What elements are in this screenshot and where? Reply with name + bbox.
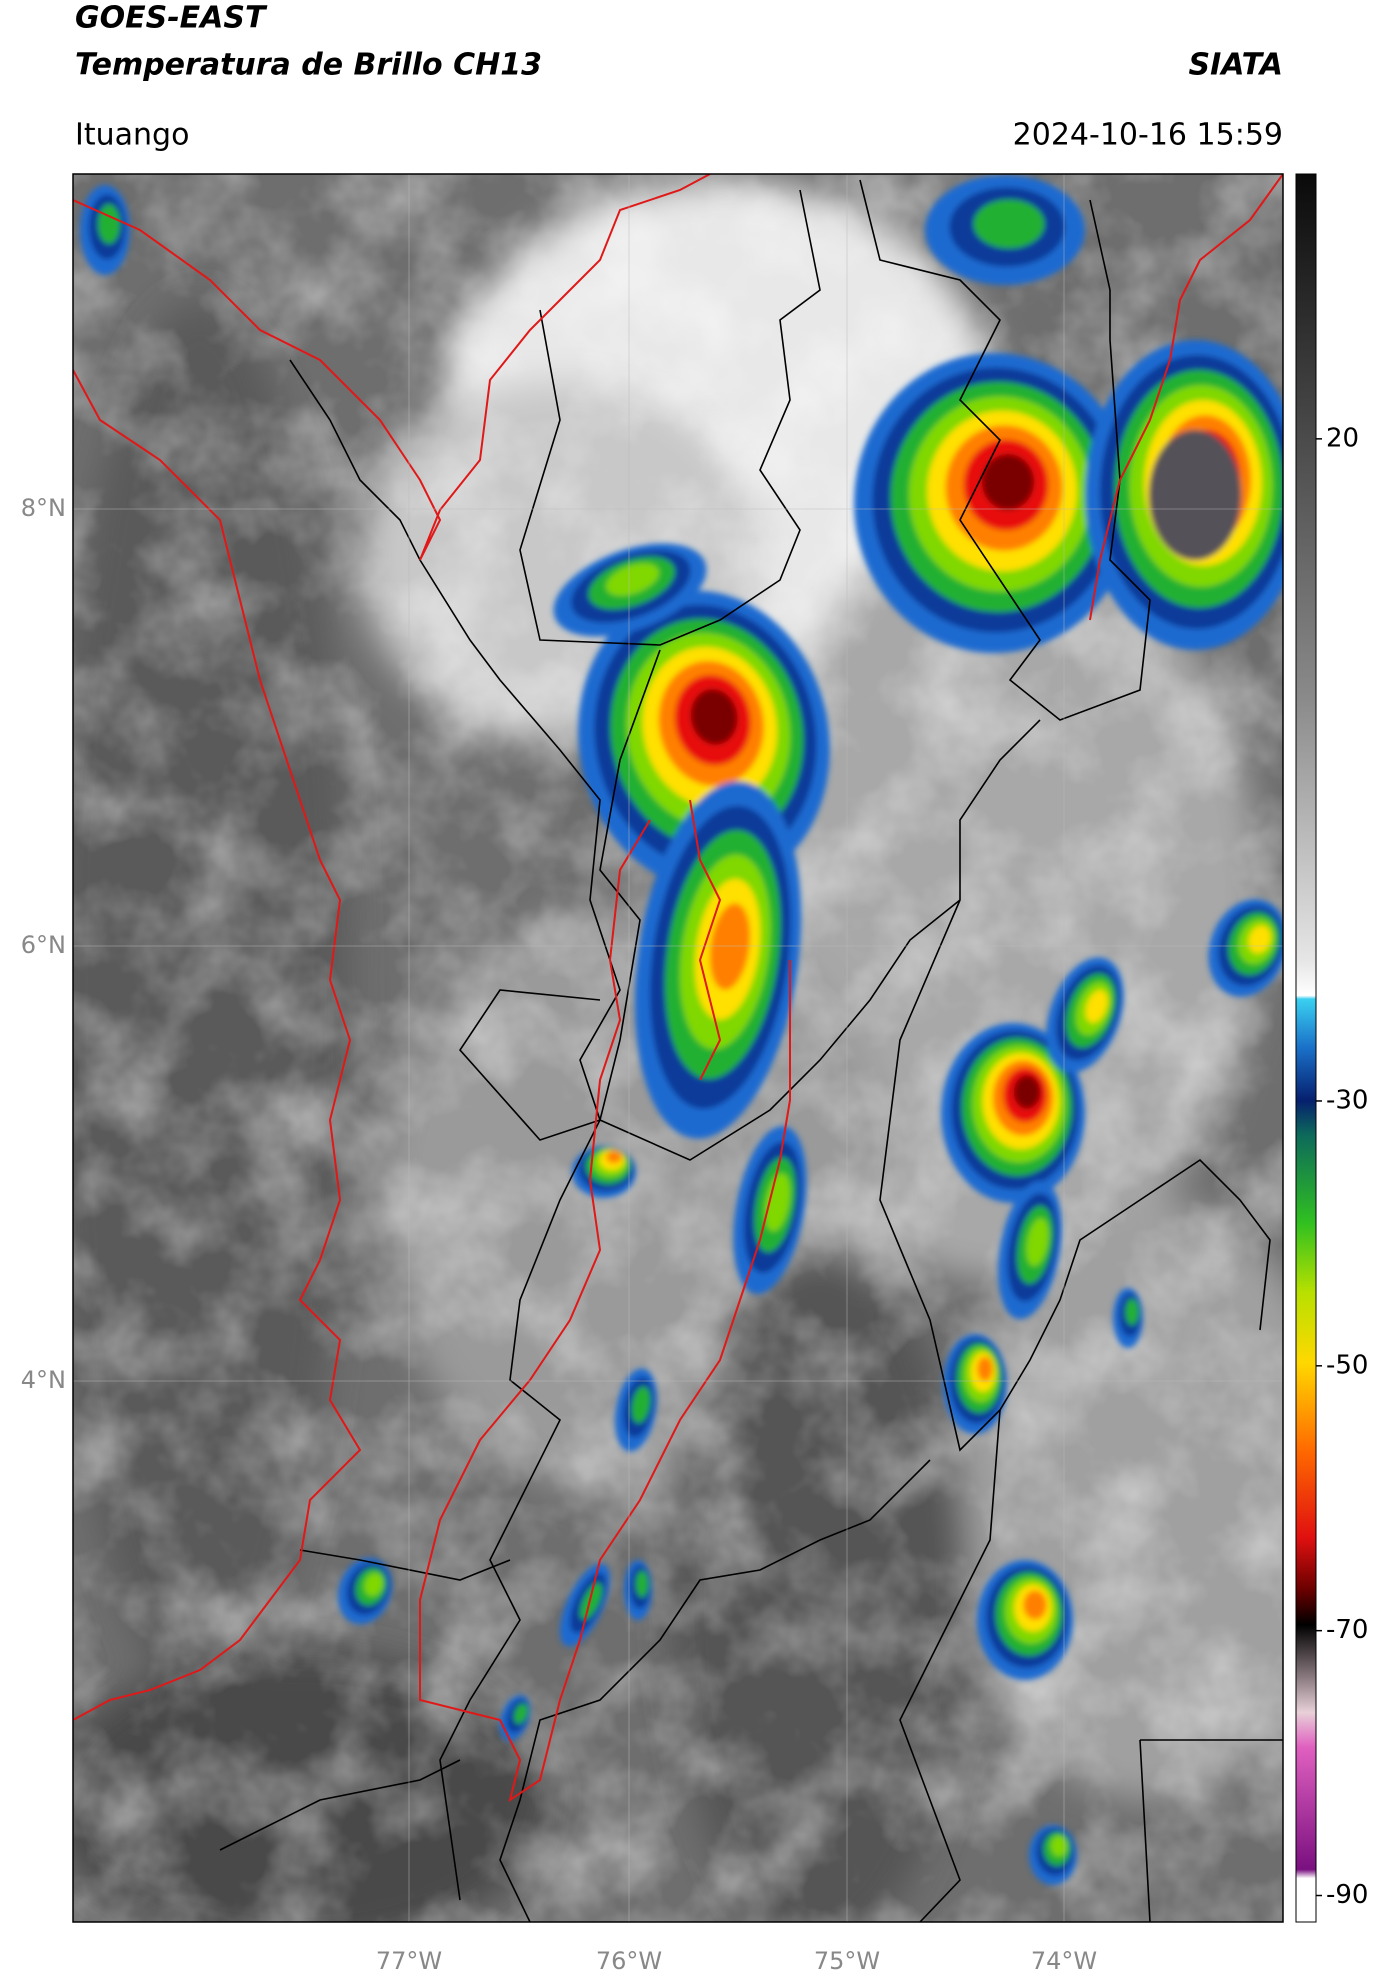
- storm-cell: [764, 1172, 791, 1232]
- storm-cell: [580, 1582, 603, 1620]
- colorbar-tick-label: -30: [1326, 1085, 1368, 1115]
- storm-cell: [981, 454, 1035, 510]
- lon-label: 77°W: [376, 1947, 442, 1975]
- title: GOES-EAST: [75, 1, 268, 36]
- storm-cell: [606, 1150, 622, 1164]
- colorbar: [1295, 173, 1317, 1923]
- lat-label: 8°N: [21, 494, 66, 522]
- storm-cell: [1085, 989, 1108, 1023]
- storm-cell: [513, 1703, 528, 1724]
- organization: SIATA: [1189, 48, 1283, 83]
- lat-label: 6°N: [21, 931, 66, 959]
- colorbar-tick-label: -90: [1326, 1880, 1368, 1910]
- colorbar-tick-label: 20: [1326, 423, 1359, 453]
- storm-cell: [605, 563, 660, 596]
- storm-cell: [709, 903, 751, 990]
- storm-cell: [1050, 1835, 1068, 1857]
- storm-cell: [1013, 1075, 1041, 1109]
- storm-cell: [364, 1573, 384, 1597]
- storm-core: [1148, 429, 1242, 561]
- lon-label: 75°W: [814, 1947, 880, 1975]
- map-frame: [72, 173, 1284, 1923]
- lat-label: 4°N: [21, 1366, 66, 1394]
- storm-cell: [977, 1356, 993, 1382]
- storm-cell: [1026, 1218, 1049, 1267]
- colorbar-tick-label: -50: [1326, 1350, 1368, 1380]
- storm-cell: [635, 1570, 649, 1598]
- storm-cell: [1248, 925, 1271, 954]
- storm-cell: [973, 199, 1045, 249]
- storm-cell: [690, 689, 738, 745]
- colorbar-tick-label: -70: [1326, 1615, 1368, 1645]
- storm-cell: [1125, 1298, 1139, 1326]
- location: Ituango: [75, 118, 189, 153]
- subtitle: Temperatura de Brillo CH13: [75, 48, 542, 83]
- lon-label: 76°W: [596, 1947, 662, 1975]
- storm-cell: [631, 1386, 651, 1424]
- datetime: 2024-10-16 15:59: [1013, 118, 1283, 153]
- storm-cell: [97, 204, 121, 244]
- lon-label: 74°W: [1031, 1947, 1097, 1975]
- storm-cell: [1023, 1590, 1047, 1620]
- map: [73, 174, 1283, 1922]
